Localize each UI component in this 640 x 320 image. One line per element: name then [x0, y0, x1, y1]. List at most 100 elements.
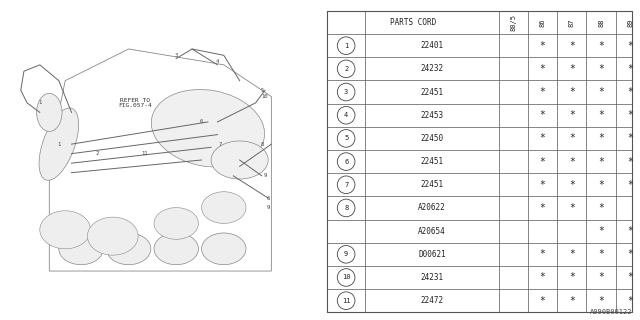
Text: 5: 5: [260, 88, 264, 93]
Ellipse shape: [40, 211, 90, 249]
Text: 87: 87: [569, 18, 575, 27]
Text: 1: 1: [57, 142, 60, 147]
Text: *: *: [540, 249, 545, 259]
Text: 22472: 22472: [420, 296, 444, 305]
Text: 5: 5: [344, 135, 348, 141]
Text: 1: 1: [38, 100, 42, 105]
Text: 9: 9: [264, 173, 267, 178]
Text: 22451: 22451: [420, 180, 444, 189]
Text: D00621: D00621: [418, 250, 446, 259]
Text: *: *: [540, 133, 545, 143]
Text: 11: 11: [141, 151, 148, 156]
Text: *: *: [627, 226, 634, 236]
Text: *: *: [598, 133, 604, 143]
Text: 2: 2: [344, 66, 348, 72]
Text: 3: 3: [175, 53, 178, 58]
Text: *: *: [540, 296, 545, 306]
Text: *: *: [598, 110, 604, 120]
Text: *: *: [569, 156, 575, 167]
Text: 9: 9: [267, 205, 270, 210]
Text: 6: 6: [200, 119, 204, 124]
Text: *: *: [627, 180, 634, 190]
Ellipse shape: [202, 233, 246, 265]
Text: *: *: [569, 249, 575, 259]
Text: PARTS CORD: PARTS CORD: [390, 18, 436, 27]
Text: *: *: [569, 64, 575, 74]
Text: 86: 86: [540, 18, 546, 27]
Text: 4: 4: [216, 59, 219, 64]
Text: 8: 8: [344, 205, 348, 211]
Text: *: *: [598, 180, 604, 190]
Text: *: *: [627, 110, 634, 120]
Text: *: *: [598, 203, 604, 213]
Ellipse shape: [59, 233, 103, 265]
Text: *: *: [627, 156, 634, 167]
Text: 7: 7: [219, 142, 222, 147]
Text: *: *: [569, 133, 575, 143]
Ellipse shape: [202, 192, 246, 223]
Text: 22451: 22451: [420, 88, 444, 97]
Ellipse shape: [36, 93, 62, 132]
Text: *: *: [598, 296, 604, 306]
Text: *: *: [627, 273, 634, 283]
Text: 10: 10: [342, 275, 350, 281]
Text: A090B00122: A090B00122: [589, 309, 632, 316]
Text: *: *: [598, 64, 604, 74]
Text: *: *: [627, 249, 634, 259]
Text: *: *: [540, 110, 545, 120]
Text: *: *: [569, 110, 575, 120]
Text: *: *: [540, 41, 545, 51]
Text: *: *: [598, 87, 604, 97]
Ellipse shape: [211, 141, 268, 179]
Text: *: *: [540, 64, 545, 74]
Text: 9: 9: [344, 251, 348, 257]
Text: 22451: 22451: [420, 157, 444, 166]
Text: *: *: [569, 180, 575, 190]
Text: *: *: [540, 273, 545, 283]
Text: *: *: [627, 133, 634, 143]
Text: 24232: 24232: [420, 64, 444, 73]
Text: 22401: 22401: [420, 41, 444, 50]
Text: *: *: [569, 296, 575, 306]
Text: *: *: [569, 203, 575, 213]
Text: *: *: [598, 41, 604, 51]
Ellipse shape: [151, 90, 264, 167]
Text: 89: 89: [627, 18, 634, 27]
Text: 6: 6: [344, 159, 348, 164]
Text: 1: 1: [344, 43, 348, 49]
Text: *: *: [627, 64, 634, 74]
Text: *: *: [540, 180, 545, 190]
Text: 88: 88: [598, 18, 604, 27]
Text: *: *: [569, 273, 575, 283]
Text: *: *: [540, 87, 545, 97]
Ellipse shape: [154, 208, 198, 239]
Text: *: *: [569, 87, 575, 97]
Text: *: *: [569, 41, 575, 51]
Text: 24231: 24231: [420, 273, 444, 282]
Text: *: *: [598, 273, 604, 283]
Text: A20654: A20654: [418, 227, 446, 236]
Ellipse shape: [106, 233, 151, 265]
Text: 22453: 22453: [420, 111, 444, 120]
Text: *: *: [627, 296, 634, 306]
Text: 11: 11: [342, 298, 350, 304]
Ellipse shape: [88, 217, 138, 255]
Text: *: *: [627, 41, 634, 51]
Text: 4: 4: [344, 112, 348, 118]
Text: 22450: 22450: [420, 134, 444, 143]
Text: *: *: [598, 226, 604, 236]
Text: *: *: [598, 249, 604, 259]
Text: 7: 7: [344, 182, 348, 188]
Text: *: *: [598, 156, 604, 167]
Text: 2: 2: [95, 151, 99, 156]
Text: A20622: A20622: [418, 204, 446, 212]
Text: *: *: [540, 156, 545, 167]
Text: 6: 6: [267, 196, 270, 201]
Text: *: *: [627, 87, 634, 97]
Text: REFER TO
FIG.057-4: REFER TO FIG.057-4: [118, 98, 152, 108]
Text: 8: 8: [260, 142, 264, 147]
Ellipse shape: [39, 108, 79, 180]
Text: 80/5: 80/5: [510, 14, 516, 31]
Ellipse shape: [154, 233, 198, 265]
Text: 10: 10: [262, 94, 268, 99]
